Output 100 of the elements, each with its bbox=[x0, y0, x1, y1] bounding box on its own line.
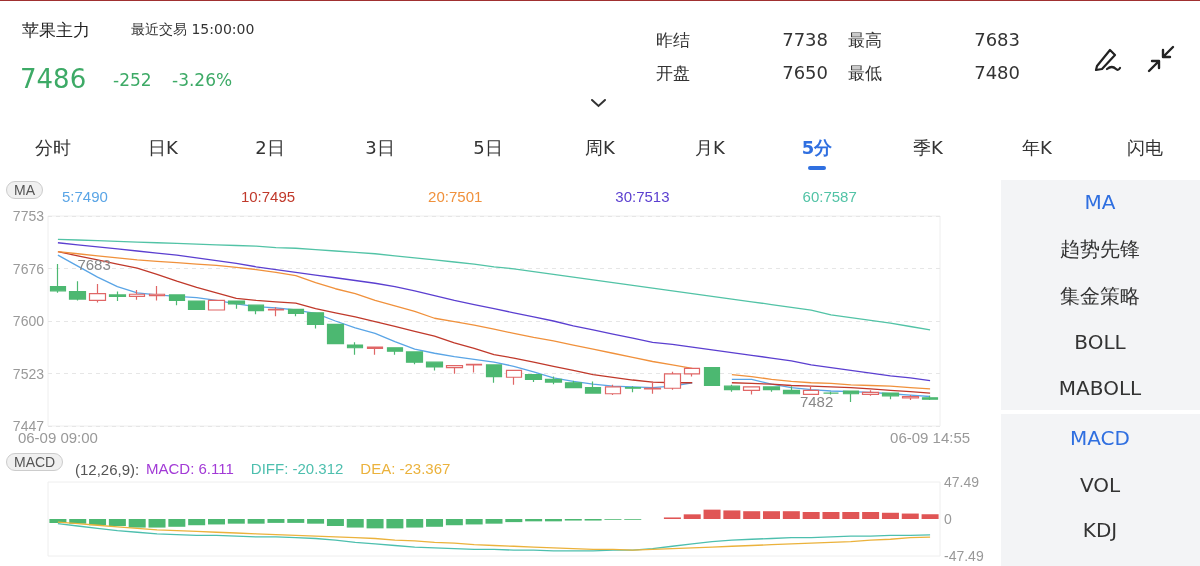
text: 7650 bbox=[782, 62, 828, 83]
candlestick bbox=[68, 280, 87, 302]
candlestick bbox=[346, 341, 364, 356]
bar bbox=[346, 519, 364, 528]
text: 20:7501 bbox=[428, 188, 483, 205]
y-tick-label: 7523 bbox=[12, 365, 45, 382]
candlestick bbox=[326, 323, 345, 345]
candlestick bbox=[128, 289, 146, 301]
candlestick bbox=[445, 364, 464, 375]
candlestick bbox=[544, 375, 563, 385]
text: 2日 bbox=[254, 136, 286, 160]
y-tick-label: 7753 bbox=[12, 208, 45, 224]
candlestick bbox=[207, 299, 226, 311]
text: 最高 bbox=[848, 29, 882, 52]
bar bbox=[881, 512, 899, 519]
y-tick-label: 7600 bbox=[12, 313, 45, 329]
bar bbox=[188, 519, 206, 526]
line-series bbox=[57, 238, 931, 331]
x-tick-label: 06-09 14:55 bbox=[890, 429, 971, 446]
bar bbox=[505, 519, 523, 523]
candlestick bbox=[49, 263, 67, 294]
bar bbox=[168, 519, 186, 527]
bar bbox=[862, 511, 880, 519]
text: 5分 bbox=[800, 136, 834, 160]
text: MACD bbox=[1069, 426, 1131, 450]
bar bbox=[148, 519, 166, 528]
bar bbox=[763, 511, 781, 519]
bar bbox=[822, 511, 840, 519]
bar bbox=[683, 514, 701, 519]
candlestick bbox=[425, 361, 444, 372]
bar bbox=[207, 519, 225, 525]
text: 5日 bbox=[472, 136, 504, 160]
text: 趋势先锋 bbox=[1059, 236, 1141, 263]
y-tick-label: 7447 bbox=[12, 418, 45, 434]
candlestick bbox=[187, 300, 206, 310]
text: 开盘 bbox=[656, 62, 690, 85]
candlestick bbox=[88, 283, 107, 304]
candlestick bbox=[524, 373, 543, 383]
candlestick bbox=[624, 385, 642, 393]
bar bbox=[842, 511, 860, 519]
text: 集金策略 bbox=[1059, 283, 1141, 310]
bar bbox=[366, 519, 384, 529]
bar bbox=[802, 511, 820, 519]
bar bbox=[782, 511, 800, 519]
candlestick bbox=[842, 390, 860, 403]
bar bbox=[287, 519, 305, 523]
candlestick bbox=[663, 371, 682, 391]
text: MACD: 6.111 bbox=[146, 460, 234, 477]
text: -252 bbox=[113, 70, 152, 90]
text: 最近交易 15:00:00 bbox=[131, 21, 255, 39]
bar bbox=[901, 513, 919, 519]
text: 10:7495 bbox=[240, 188, 296, 205]
text: 7738 bbox=[782, 29, 828, 50]
text: 60:7587 bbox=[802, 188, 857, 205]
text: 30:7513 bbox=[615, 188, 670, 205]
candlestick bbox=[148, 285, 166, 302]
bar bbox=[307, 519, 325, 524]
bar bbox=[921, 514, 939, 519]
candlestick bbox=[505, 369, 523, 386]
text: 最低 bbox=[848, 62, 882, 85]
candlestick bbox=[247, 304, 265, 315]
text: DIFF: -20.312 bbox=[250, 460, 344, 477]
candlestick bbox=[742, 386, 761, 396]
text: 5:7490 bbox=[62, 188, 108, 205]
text: 闪电 bbox=[1126, 136, 1164, 160]
text: 分时 bbox=[34, 136, 72, 160]
candlestick bbox=[604, 384, 622, 396]
annotation: 7683 bbox=[77, 255, 111, 273]
text: 月K bbox=[694, 136, 726, 160]
chart-subtitle: (12,26,9): bbox=[75, 461, 140, 478]
text: 日K bbox=[147, 136, 179, 160]
text: 3日 bbox=[364, 136, 396, 160]
bar bbox=[386, 519, 404, 529]
y-tick-label: 47.49 bbox=[944, 474, 980, 490]
candlestick bbox=[287, 308, 305, 317]
candlestick bbox=[881, 392, 900, 400]
candlestick bbox=[485, 364, 503, 384]
candlestick bbox=[386, 347, 404, 356]
candlestick bbox=[703, 366, 721, 387]
chart-title: MA bbox=[14, 182, 36, 198]
bar bbox=[267, 519, 285, 523]
bar bbox=[743, 511, 761, 519]
y-tick-label: 7676 bbox=[12, 260, 45, 277]
annotation: 7482 bbox=[799, 393, 834, 411]
candlestick bbox=[584, 380, 602, 394]
text: 周K bbox=[584, 136, 616, 160]
bar bbox=[247, 519, 265, 524]
bar bbox=[426, 519, 444, 527]
y-tick-label: -47.49 bbox=[944, 548, 984, 564]
text: 7683 bbox=[974, 29, 1020, 50]
text: 7480 bbox=[974, 62, 1020, 83]
candlestick bbox=[366, 346, 384, 356]
candlestick bbox=[267, 306, 285, 317]
candlestick bbox=[405, 351, 424, 365]
candlestick bbox=[802, 385, 820, 396]
text: VOL bbox=[1078, 473, 1122, 497]
text: 昨结 bbox=[656, 29, 690, 52]
candlestick bbox=[108, 290, 127, 302]
candlestick bbox=[921, 395, 939, 401]
bar bbox=[326, 519, 344, 527]
